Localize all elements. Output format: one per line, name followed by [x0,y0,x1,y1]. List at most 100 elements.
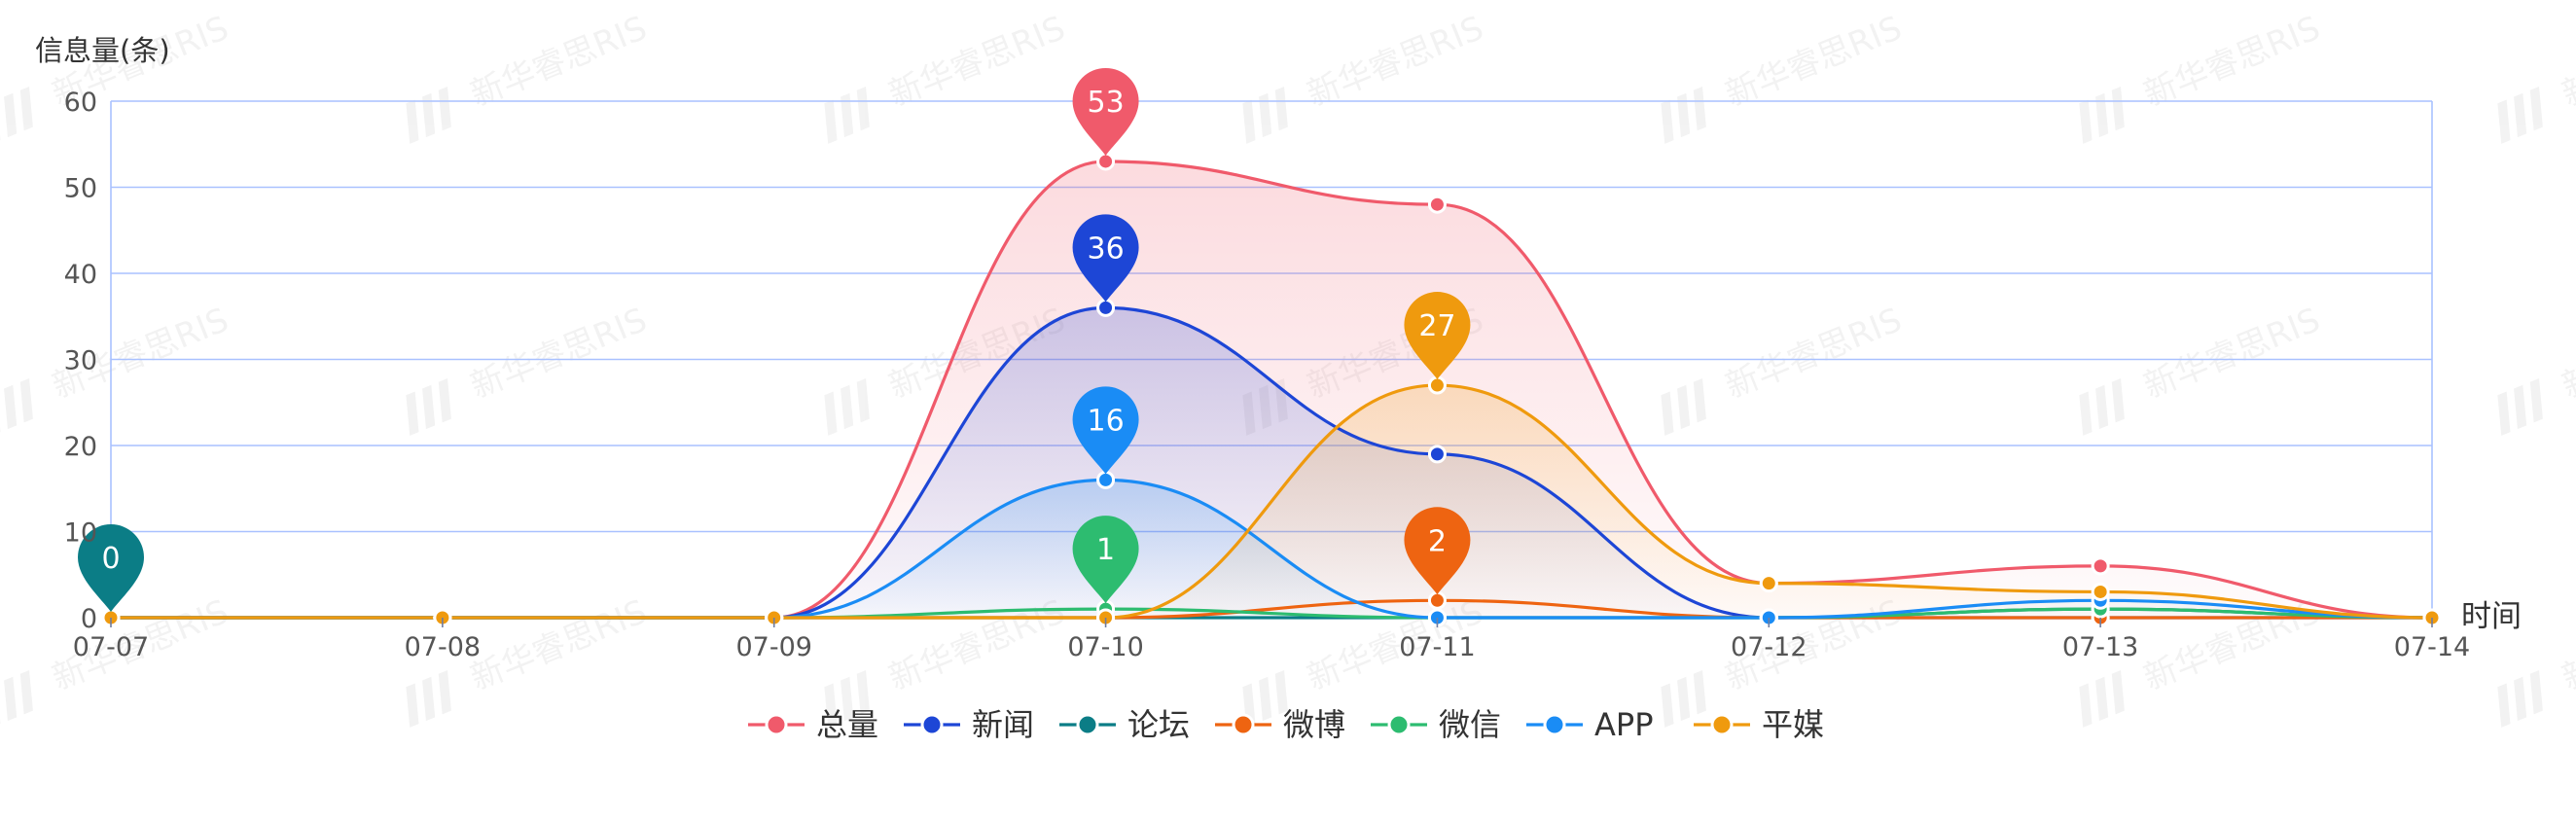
marker-layer: 53 36 16 1 27 2 0 [78,67,1471,612]
marker-pin-icon [1072,516,1139,604]
watermark-logo-icon [0,670,33,728]
y-axis-title: 信息量(条) [35,34,170,67]
legend-item-总量[interactable]: 总量 [748,706,878,743]
watermark-tile: 新华睿思RIS [2497,9,2576,144]
watermark-logo-icon [406,87,451,144]
data-point-总量[interactable] [2091,556,2110,576]
marker-label: 2 [1428,524,1447,558]
watermark-logo-icon [824,378,870,436]
y-tick-label: 20 [64,432,97,462]
x-tick-label: 07-09 [735,632,811,662]
x-axis-title: 时间 [2461,599,2522,634]
legend-dot-icon [1232,713,1255,736]
watermark-text: 新华睿思RIS [1720,301,1907,407]
data-point-新闻[interactable] [1096,298,1116,317]
legend-label: 微信 [1439,706,1501,743]
watermark-logo-icon [406,378,451,436]
marker-pin-icon [78,524,144,612]
legend-item-微信[interactable]: 微信 [1371,706,1501,743]
watermark-tile: 新华睿思RIS [1661,9,1907,144]
max-marker-微博[interactable]: 2 [1404,507,1471,595]
watermark-text: 新华睿思RIS [2557,9,2576,115]
watermark-logo-icon [2079,670,2125,728]
watermark-logo-icon [0,87,33,144]
watermark-logo-icon [824,670,870,728]
watermark-tile: 新华睿思RIS [2497,301,2576,436]
data-point-总量[interactable] [1096,152,1116,171]
watermark-tile: 新华睿思RIS [0,9,233,144]
marker-pin-icon [1072,67,1139,156]
watermark-text: 新华睿思RIS [2557,592,2576,698]
data-point-平媒[interactable] [2091,582,2110,601]
watermark-logo-icon [824,87,870,144]
watermark-text: 新华睿思RIS [1302,9,1488,115]
watermark-tile: 新华睿思RIS [2079,301,2325,436]
max-marker-平媒[interactable]: 27 [1404,292,1471,380]
watermark-text: 新华睿思RIS [465,301,652,407]
legend-dot-icon [765,713,788,736]
x-tick-label: 07-11 [1399,632,1475,662]
max-marker-新闻[interactable]: 36 [1072,214,1139,303]
marker-pin-icon [1404,292,1471,380]
watermark-logo-icon [2079,378,2125,436]
line-layer [111,160,2433,620]
marker-label: 1 [1096,533,1115,567]
max-marker-总量[interactable]: 53 [1072,67,1139,156]
legend-label: 论坛 [1127,706,1190,743]
y-tick-label: 30 [64,346,97,376]
legend-dot-icon [1543,713,1566,736]
x-tick-label: 07-10 [1067,632,1143,662]
marker-label: 53 [1087,86,1124,120]
watermark-text: 新华睿思RIS [883,9,1070,115]
x-tick-label: 07-07 [73,632,149,662]
legend-dot-icon [920,713,944,736]
watermark-logo-icon [2497,87,2543,144]
watermark-logo-icon [406,670,451,728]
legend-item-新闻[interactable]: 新闻 [904,706,1034,743]
legend-label: 平媒 [1762,706,1824,743]
watermark-logo-icon [0,378,33,436]
marker-label: 27 [1418,309,1455,343]
legend-item-论坛[interactable]: 论坛 [1059,706,1190,743]
watermark-text: 新华睿思RIS [2138,301,2325,407]
watermark-logo-icon [1661,378,1706,436]
data-point-APP[interactable] [1096,470,1116,489]
y-tick-label: 40 [64,260,97,290]
legend-dot-icon [1387,713,1411,736]
legend-item-平媒[interactable]: 平媒 [1694,706,1824,743]
marker-pin-icon [1072,214,1139,303]
watermark-text: 新华睿思RIS [2557,301,2576,407]
watermark-logo-icon [1242,87,1288,144]
legend-item-APP[interactable]: APP [1526,706,1653,743]
marker-pin-icon [1404,507,1471,595]
watermark-logo-icon [2497,670,2543,728]
watermark-tile: 新华睿思RIS [406,301,652,436]
data-point-微博[interactable] [1427,590,1447,610]
max-marker-论坛[interactable]: 0 [78,524,144,612]
watermark-tile: 新华睿思RIS [2079,9,2325,144]
legend-label: 新闻 [972,706,1034,743]
watermark-logo-icon [2497,378,2543,436]
max-marker-微信[interactable]: 1 [1072,516,1139,604]
data-point-平媒[interactable] [1759,574,1778,593]
y-tick-label: 60 [64,88,97,118]
max-marker-APP[interactable]: 16 [1072,386,1139,475]
legend-label: 微博 [1283,706,1345,743]
legend-dot-icon [1076,713,1099,736]
watermark-text: 新华睿思RIS [2138,9,2325,115]
legend[interactable]: 总量 新闻 论坛 微博 微信 APP 平媒 [748,706,1824,743]
watermark-logo-icon [1661,670,1706,728]
x-tick-label: 07-12 [1731,632,1807,662]
legend-label: 总量 [816,706,878,743]
watermark-tile: 新华睿思RIS [1661,301,1907,436]
legend-item-微博[interactable]: 微博 [1215,706,1345,743]
marker-pin-icon [1072,386,1139,475]
y-tick-label: 0 [81,604,97,634]
data-point-新闻[interactable] [1427,445,1447,464]
x-tick-label: 07-13 [2062,632,2138,662]
data-point-总量[interactable] [1427,195,1447,214]
data-point-平媒[interactable] [1427,375,1447,395]
watermark-text: 新华睿思RIS [465,592,652,698]
